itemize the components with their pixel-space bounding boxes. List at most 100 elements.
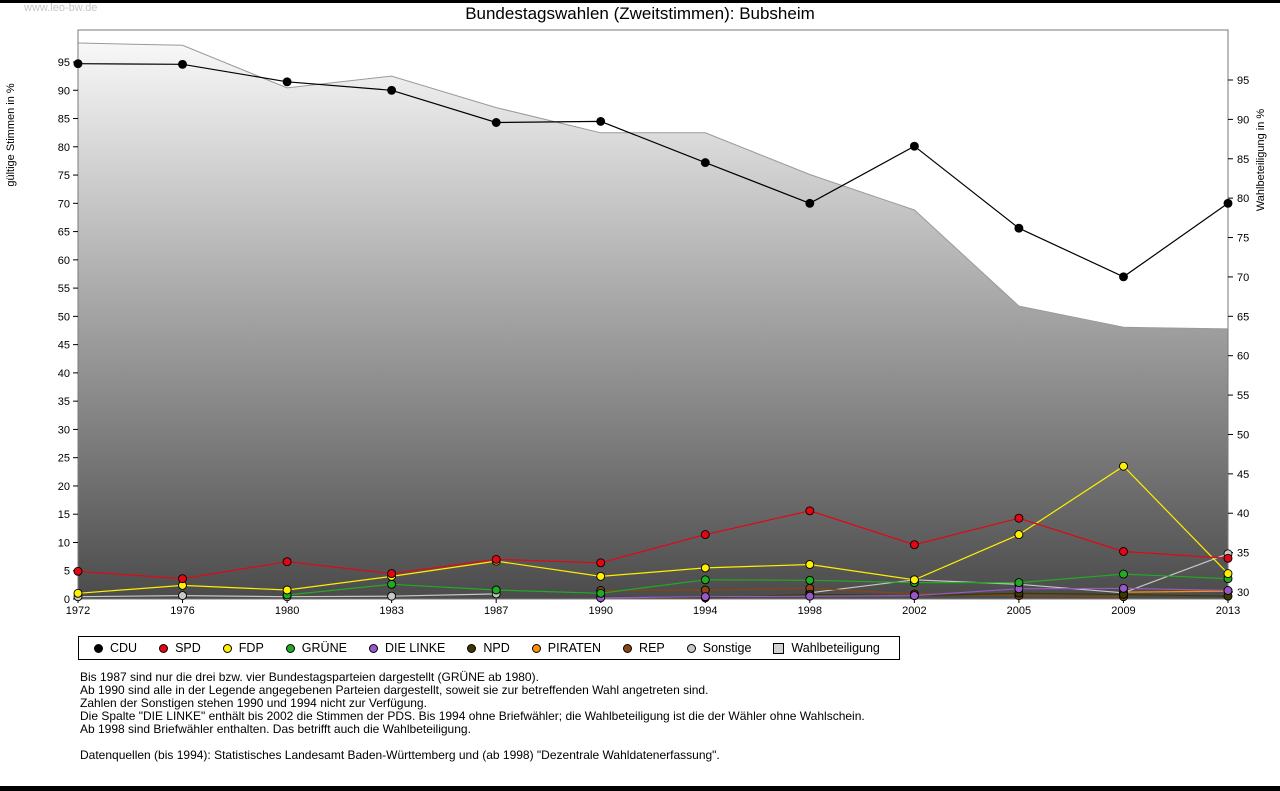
legend-item-gruene: GRÜNE — [277, 641, 360, 655]
point-spd-1972 — [73, 566, 83, 576]
point-fdp-1994 — [700, 563, 710, 573]
point-gruene-1983 — [387, 579, 397, 589]
legend-item-die-linke: DIE LINKE — [360, 641, 458, 655]
data-source-note: Datenquellen (bis 1994): Statistisches L… — [80, 747, 720, 762]
left-axis-tick-label: 45 — [58, 340, 70, 352]
bottom-border-bar — [0, 786, 1280, 791]
left-axis-tick-label: 10 — [58, 537, 70, 549]
point-die-linke-1994 — [700, 592, 710, 602]
left-axis-tick-label: 40 — [58, 368, 70, 380]
point-spd-1980 — [282, 557, 292, 567]
point-fdp-1972 — [73, 588, 83, 598]
right-axis-tick-label: 75 — [1237, 233, 1249, 245]
spd-marker-icon — [159, 643, 169, 653]
turnout-line — [77, 42, 1229, 330]
series-line-gruene — [287, 573, 1229, 596]
left-axis-tick-label: 75 — [58, 170, 70, 182]
note-line: Ab 1998 sind Briefwähler enthalten. Das … — [80, 721, 471, 736]
election-results-chart: 0 5 10 15 20 25 30 35 40 45 50 55 60 65 70 75 80 85 90 95 30… — [5, 29, 1267, 617]
left-axis-tick-label: 35 — [58, 396, 70, 408]
left-axis-tick-label: 0 — [64, 594, 70, 606]
left-axis-tick-label: 25 — [58, 453, 70, 465]
point-sonstige-1983 — [387, 591, 397, 601]
left-axis-tick-label: 30 — [58, 424, 70, 436]
npd-marker-icon — [467, 643, 477, 653]
die-linke-marker-icon — [368, 643, 378, 653]
x-axis-year-label: 2002 — [902, 605, 926, 617]
chart-legend: CDU SPD FDP GRÜNE DIE LINKE NPD PIRATEN REP Sons… — [78, 636, 900, 660]
right-axis-tick-label: 55 — [1237, 390, 1249, 402]
right-axis-tick-label: 65 — [1237, 311, 1249, 323]
point-cdu-1990 — [596, 116, 606, 126]
x-axis-year-label: 1994 — [693, 605, 717, 617]
cdu-marker-icon — [94, 643, 103, 653]
left-axis-tick-label: 90 — [58, 85, 70, 97]
point-spd-1990 — [596, 558, 606, 568]
x-axis-year-label: 1980 — [275, 605, 299, 617]
point-cdu-2009 — [1119, 272, 1128, 282]
point-spd-1987 — [491, 554, 501, 564]
legend-label: Wahlbeteiligung — [791, 641, 880, 655]
point-cdu-1994 — [700, 158, 710, 168]
point-fdp-2009 — [1119, 461, 1128, 471]
chart-title: Bundestagswahlen (Zweitstimmen): Bubshei… — [465, 4, 815, 23]
gruene-marker-icon — [285, 643, 295, 653]
left-axis-tick-label: 80 — [58, 142, 70, 154]
x-axis-year-label: 1976 — [170, 605, 194, 617]
plot-frame — [77, 29, 1229, 600]
point-die-linke-1998 — [805, 591, 815, 601]
x-axis-year-label: 2005 — [1007, 605, 1031, 617]
note-line: Die Spalte "DIE LINKE" enthält bis 2002 … — [80, 708, 865, 723]
point-cdu-1987 — [491, 118, 501, 127]
legend-item-npd: NPD — [458, 641, 522, 655]
right-axis-tick-label: 35 — [1237, 548, 1249, 560]
legend-label: DIE LINKE — [384, 641, 446, 655]
legend-label: NPD — [483, 641, 510, 655]
left-axis-tick-label: 15 — [58, 509, 70, 521]
site-watermark: www.leo-bw.de — [24, 2, 98, 14]
point-gruene-1998 — [805, 575, 815, 585]
legend-label: FDP — [238, 641, 264, 655]
sonstige-marker-icon — [686, 643, 696, 653]
point-fdp-2005 — [1014, 530, 1024, 540]
legend-label: GRÜNE — [301, 641, 347, 655]
point-fdp-1980 — [282, 585, 292, 595]
point-cdu-1983 — [387, 85, 397, 95]
point-gruene-2009 — [1119, 569, 1128, 579]
legend-item-wahlbeteiligung: Wahlbeteiligung — [764, 641, 892, 655]
right-axis-tick-label: 30 — [1237, 587, 1249, 599]
point-gruene-1994 — [700, 575, 710, 585]
fdp-marker-icon — [222, 643, 232, 653]
point-cdu-1998 — [805, 198, 815, 208]
right-axis-tick-label: 70 — [1237, 272, 1249, 284]
x-axis-year-label: 2009 — [1111, 605, 1135, 617]
series-line-piraten — [1123, 590, 1229, 593]
x-axis-year-label: 2013 — [1216, 605, 1240, 617]
series-line-rep — [600, 587, 1124, 598]
point-sonstige-1976 — [178, 591, 187, 601]
point-spd-2005 — [1014, 513, 1024, 523]
note-line: Bis 1987 sind nur die drei bzw. vier Bun… — [80, 670, 539, 684]
note-line: Zahlen der Sonstigen stehen 1990 und 199… — [80, 695, 427, 710]
top-border-bar — [0, 0, 1280, 3]
left-axis-tick-label: 65 — [58, 227, 70, 239]
point-die-linke-2013 — [1223, 586, 1233, 595]
right-axis-tick-label: 85 — [1237, 154, 1249, 166]
point-cdu-2005 — [1014, 223, 1024, 233]
series-line-spd — [77, 510, 1229, 580]
legend-item-spd: SPD — [150, 641, 214, 655]
right-axis-tick-label: 90 — [1237, 114, 1249, 126]
right-axis-tick-label: 40 — [1237, 508, 1249, 520]
x-axis-year-label: 1990 — [588, 605, 612, 617]
right-axis-tick-label: 80 — [1237, 193, 1249, 205]
left-axis-tick-label: 5 — [64, 566, 70, 578]
right-axis-tick-label: 60 — [1237, 351, 1249, 363]
wahlbeteiligung-marker-icon — [773, 642, 785, 654]
right-axis-tick-label: 45 — [1237, 469, 1249, 481]
point-cdu-1980 — [282, 77, 292, 87]
point-fdp-2002 — [909, 575, 919, 585]
legend-item-cdu: CDU — [85, 641, 150, 655]
point-spd-2013 — [1223, 553, 1233, 563]
legend-label: PIRATEN — [547, 641, 602, 655]
turnout-area — [78, 43, 1228, 599]
